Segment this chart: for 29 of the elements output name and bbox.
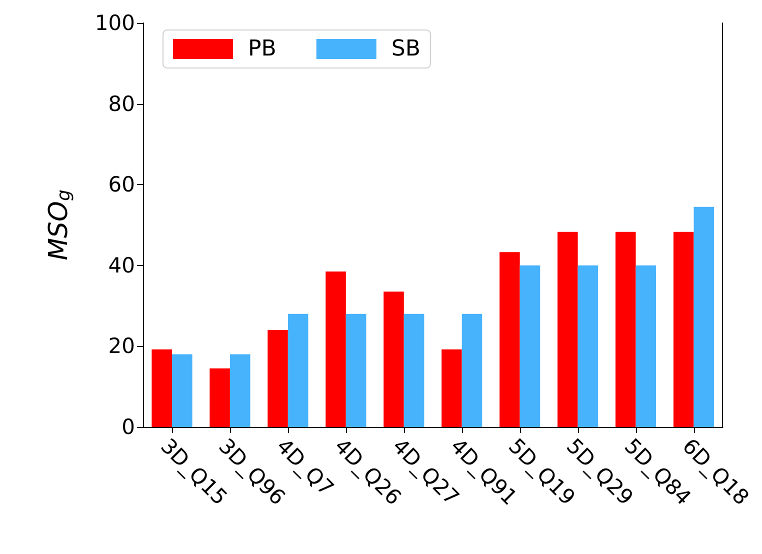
bar [558, 232, 578, 427]
bar [384, 292, 404, 427]
bar [694, 206, 714, 427]
y-axis-title: MSOg [44, 190, 74, 260]
bar [442, 349, 462, 427]
y-tick-label: 20 [108, 334, 135, 358]
y-tick-label: 0 [122, 415, 135, 439]
bar [578, 265, 598, 427]
bar [520, 265, 540, 427]
bar [615, 232, 636, 427]
bar [500, 252, 520, 427]
bar [636, 265, 656, 427]
y-tick-label: 80 [108, 92, 135, 116]
bar [673, 232, 694, 427]
bar [326, 271, 346, 427]
bar [346, 314, 366, 427]
bar [230, 354, 250, 427]
legend-label: SB [391, 36, 420, 62]
bar [288, 314, 308, 427]
bar [268, 330, 288, 427]
y-tick-label: 40 [108, 253, 135, 278]
legend-label: PB [248, 36, 276, 62]
y-tick-label: 100 [94, 11, 135, 35]
bar [210, 368, 230, 427]
bar [404, 314, 424, 427]
bar [462, 314, 482, 427]
bar [172, 354, 192, 427]
bar [152, 349, 172, 427]
y-tick-label: 60 [108, 172, 135, 197]
